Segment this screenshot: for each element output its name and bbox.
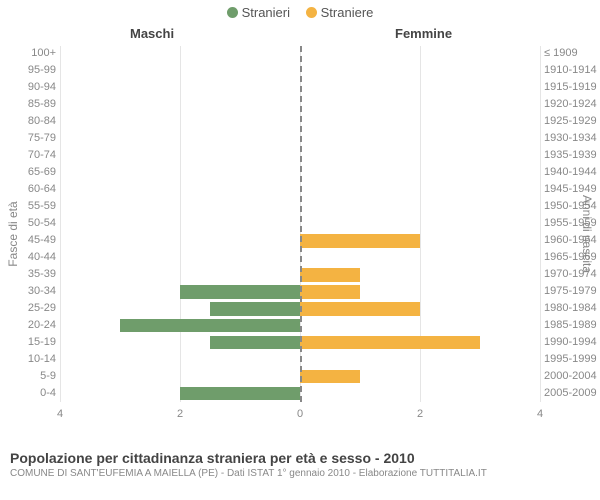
- ylabel-birth: 1925-1929: [544, 115, 597, 127]
- chart-title: Popolazione per cittadinanza straniera p…: [10, 450, 590, 466]
- ylabel-birth: 1960-1964: [544, 234, 597, 246]
- ylabel-birth: 1950-1954: [544, 200, 597, 212]
- bar-female: [300, 302, 420, 316]
- ylabel-birth: 1915-1919: [544, 81, 597, 93]
- bar-female: [300, 234, 420, 248]
- bar-male: [210, 336, 300, 350]
- plot: 4 2 0 2 4: [60, 46, 540, 426]
- ylabel-age: 60-64: [22, 183, 56, 195]
- ylabel-age: 95-99: [22, 64, 56, 76]
- bar-male: [210, 302, 300, 316]
- ylabel-age: 85-89: [22, 98, 56, 110]
- bar-female: [300, 268, 360, 282]
- bar-male: [120, 319, 300, 333]
- ylabel-birth: 1985-1989: [544, 319, 597, 331]
- xlabel: 4: [537, 408, 543, 420]
- footer: Popolazione per cittadinanza straniera p…: [0, 450, 600, 479]
- ylabel-birth: 2000-2004: [544, 370, 597, 382]
- ylabel-age: 5-9: [22, 370, 56, 382]
- ylabel-age: 20-24: [22, 319, 56, 331]
- chart-container: Stranieri Straniere Maschi Femmine Fasce…: [0, 0, 600, 500]
- ylabel-birth: 1955-1959: [544, 217, 597, 229]
- ylabel-birth: 1965-1969: [544, 251, 597, 263]
- bar-female: [300, 336, 480, 350]
- ylabel-age: 80-84: [22, 115, 56, 127]
- center-line: [300, 46, 302, 402]
- xlabel: 0: [297, 408, 303, 420]
- ylabel-birth: 1990-1994: [544, 336, 597, 348]
- legend-label-female: Straniere: [321, 5, 374, 20]
- ylabel-birth: 1940-1944: [544, 166, 597, 178]
- ylabel-age: 65-69: [22, 166, 56, 178]
- legend-item-male: Stranieri: [227, 5, 290, 20]
- ylabel-age: 75-79: [22, 132, 56, 144]
- ylabel-birth: 1995-1999: [544, 353, 597, 365]
- legend-swatch-male: [227, 7, 238, 18]
- column-title-male: Maschi: [130, 26, 174, 41]
- ylabel-birth: 1975-1979: [544, 285, 597, 297]
- ylabel-age: 55-59: [22, 200, 56, 212]
- ylabel-birth: 1910-1914: [544, 64, 597, 76]
- ylabel-birth: 2005-2009: [544, 387, 597, 399]
- bar-male: [180, 387, 300, 401]
- ylabel-age: 25-29: [22, 302, 56, 314]
- ylabel-age: 10-14: [22, 353, 56, 365]
- ylabel-age: 50-54: [22, 217, 56, 229]
- xlabel: 2: [417, 408, 423, 420]
- chart-subtitle: COMUNE DI SANT'EUFEMIA A MAIELLA (PE) - …: [10, 468, 590, 479]
- xlabel: 4: [57, 408, 63, 420]
- ylabel-birth: ≤ 1909: [544, 47, 578, 59]
- gridline: [540, 46, 541, 402]
- ylabel-age: 45-49: [22, 234, 56, 246]
- ylabel-age: 100+: [22, 47, 56, 59]
- ylabel-age: 30-34: [22, 285, 56, 297]
- xlabel: 2: [177, 408, 183, 420]
- ylabel-birth: 1930-1934: [544, 132, 597, 144]
- ylabel-birth: 1945-1949: [544, 183, 597, 195]
- ylabel-age: 15-19: [22, 336, 56, 348]
- bar-male: [180, 285, 300, 299]
- legend-item-female: Straniere: [306, 5, 374, 20]
- legend: Stranieri Straniere: [0, 0, 600, 24]
- chart-area: Maschi Femmine Fasce di età Anni di nasc…: [0, 24, 600, 444]
- ylabel-age: 70-74: [22, 149, 56, 161]
- bar-female: [300, 285, 360, 299]
- ylabel-birth: 1935-1939: [544, 149, 597, 161]
- ylabel-age: 40-44: [22, 251, 56, 263]
- legend-label-male: Stranieri: [242, 5, 290, 20]
- ylabel-age: 0-4: [22, 387, 56, 399]
- ylabel-age: 35-39: [22, 268, 56, 280]
- column-title-female: Femmine: [395, 26, 452, 41]
- yaxis-title-left: Fasce di età: [6, 201, 20, 266]
- ylabel-birth: 1920-1924: [544, 98, 597, 110]
- ylabel-age: 90-94: [22, 81, 56, 93]
- ylabel-birth: 1970-1974: [544, 268, 597, 280]
- legend-swatch-female: [306, 7, 317, 18]
- bar-female: [300, 370, 360, 384]
- ylabel-birth: 1980-1984: [544, 302, 597, 314]
